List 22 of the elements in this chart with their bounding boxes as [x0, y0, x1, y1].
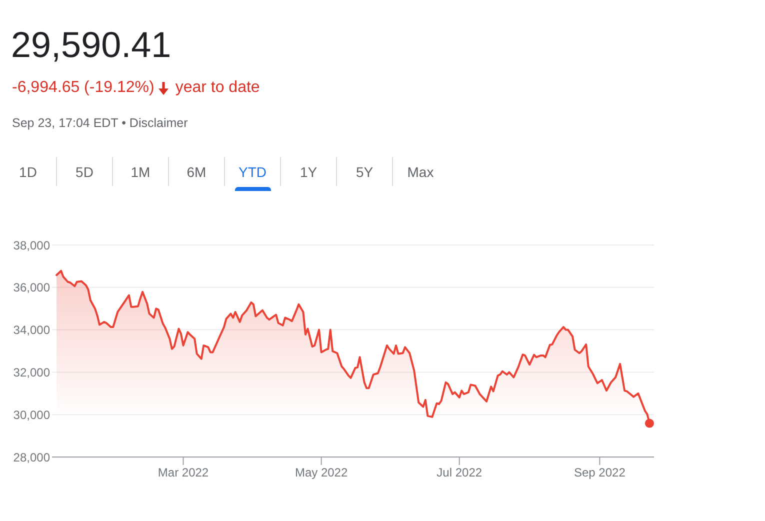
y-tick-label: 34,000: [13, 323, 50, 338]
y-tick-label: 32,000: [13, 365, 50, 380]
y-tick-label: 30,000: [13, 408, 50, 422]
y-tick-label: 36,000: [13, 280, 50, 295]
text: 1D: [19, 164, 37, 180]
text: 1Y: [300, 164, 318, 180]
text: YTD: [238, 164, 266, 180]
y-tick-label: 38,000: [13, 238, 50, 252]
text: 1M: [130, 164, 150, 180]
text: year to date: [175, 79, 260, 97]
text: 5D: [76, 164, 94, 180]
text: Sep 23, 17:04 EDT • Disclaimer: [12, 116, 188, 130]
chart-title: 29,590.41: [11, 24, 172, 65]
x-tick-label: Jul 2022: [436, 466, 482, 480]
y-tick-label: 28,000: [13, 450, 50, 464]
x-tick-label: Mar 2022: [158, 466, 209, 480]
text: 5Y: [356, 164, 374, 180]
chart-subtitle: -6,994.65 (-19.12%): [12, 79, 154, 97]
x-tick-label: May 2022: [294, 466, 348, 480]
text: 6M: [186, 164, 206, 180]
x-tick-label: Sep 2022: [574, 466, 626, 480]
text: Max: [407, 164, 434, 180]
